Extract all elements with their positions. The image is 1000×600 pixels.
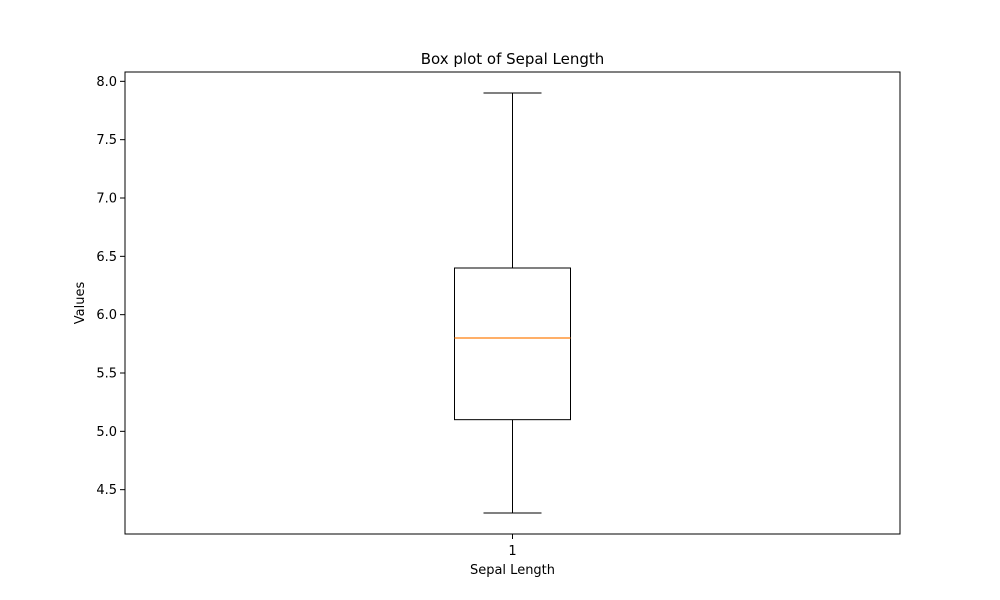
y-tick-label: 6.0 xyxy=(96,308,117,323)
chart-title: Box plot of Sepal Length xyxy=(421,50,605,68)
iqr-box xyxy=(454,267,571,421)
y-tick-label: 5.5 xyxy=(96,367,117,382)
x-axis-title: Sepal Length xyxy=(470,563,555,578)
plot-area: 4.5 5.0 5.5 6.0 6.5 7.0 7.5 8.0 1 xyxy=(96,71,901,559)
y-axis-title: Values xyxy=(73,282,88,325)
y-tick-label: 4.5 xyxy=(96,483,117,498)
y-tick-label: 6.5 xyxy=(96,250,117,265)
y-tick-label: 5.0 xyxy=(96,425,117,440)
y-tick-label: 7.0 xyxy=(96,192,117,207)
x-tick-label: 1 xyxy=(508,544,516,559)
y-tick-label: 7.5 xyxy=(96,133,117,148)
y-tick-label: 8.0 xyxy=(96,75,117,90)
